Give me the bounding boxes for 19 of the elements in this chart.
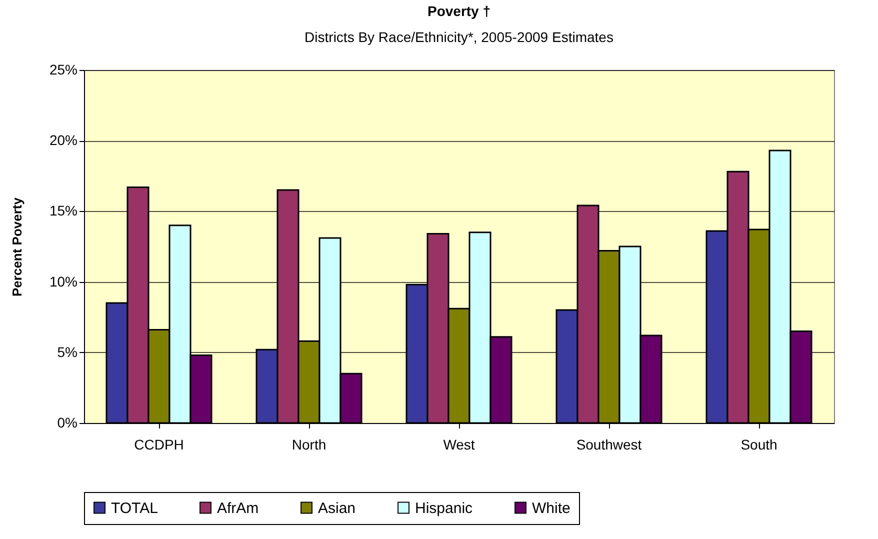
y-tick-label: 5%	[57, 344, 78, 360]
x-tick-label: CCDPH	[134, 436, 184, 452]
x-tick-label: Southwest	[576, 436, 642, 452]
y-tick-label: 10%	[49, 273, 78, 290]
legend-label: TOTAL	[111, 500, 158, 517]
x-tick-label: South	[740, 436, 778, 452]
chart-title: Poverty †	[427, 3, 491, 19]
y-tick-label: 20%	[49, 132, 78, 148]
legend-label: AfrAm	[217, 500, 259, 517]
legend-label: White	[532, 500, 570, 517]
legend-label: Asian	[318, 500, 356, 517]
y-tick-label: 25%	[49, 62, 78, 78]
y-axis-title: Percent Poverty	[9, 196, 24, 296]
x-tick-label: North	[292, 436, 326, 452]
legend-label: Hispanic	[415, 500, 474, 517]
y-tick-label: 15%	[49, 202, 78, 219]
y-tick-label: 0%	[57, 414, 78, 430]
chart-subtitle: Districts By Race/Ethnicity*, 2005-2009 Estimates	[304, 29, 614, 45]
x-tick-label: West	[443, 436, 475, 452]
